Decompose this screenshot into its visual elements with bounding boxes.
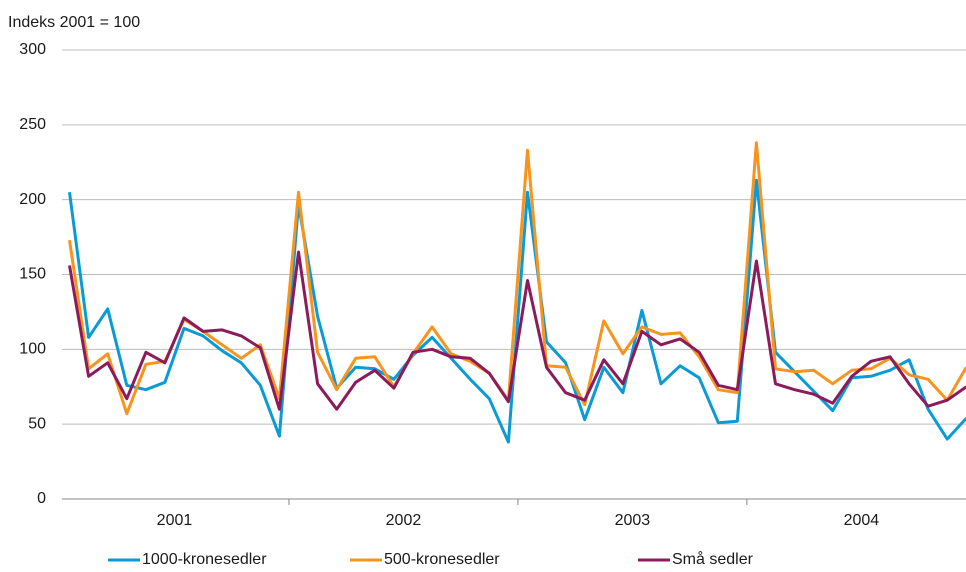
y-tick-label: 200: [19, 191, 46, 208]
series-line: [68, 141, 966, 416]
legend-label: Små sedler: [672, 550, 754, 568]
x-group-label: 2001: [157, 512, 193, 529]
y-tick-label: 50: [28, 415, 46, 432]
y-tick-label: 100: [19, 341, 46, 358]
x-group-label: 2004: [844, 512, 880, 529]
legend-label: 1000-kronesedler: [142, 551, 267, 568]
y-axis-label: Indeks 2001 = 100: [8, 14, 140, 31]
x-group-label: 2002: [386, 512, 422, 529]
y-tick-label: 150: [19, 266, 46, 283]
series-line: [68, 250, 966, 411]
y-tick-label: 0: [37, 490, 46, 507]
x-group-label: 2003: [615, 512, 651, 529]
legend-label: 500-kronesedler: [384, 551, 500, 568]
y-tick-label: 300: [19, 41, 46, 58]
y-tick-label: 250: [19, 116, 46, 133]
